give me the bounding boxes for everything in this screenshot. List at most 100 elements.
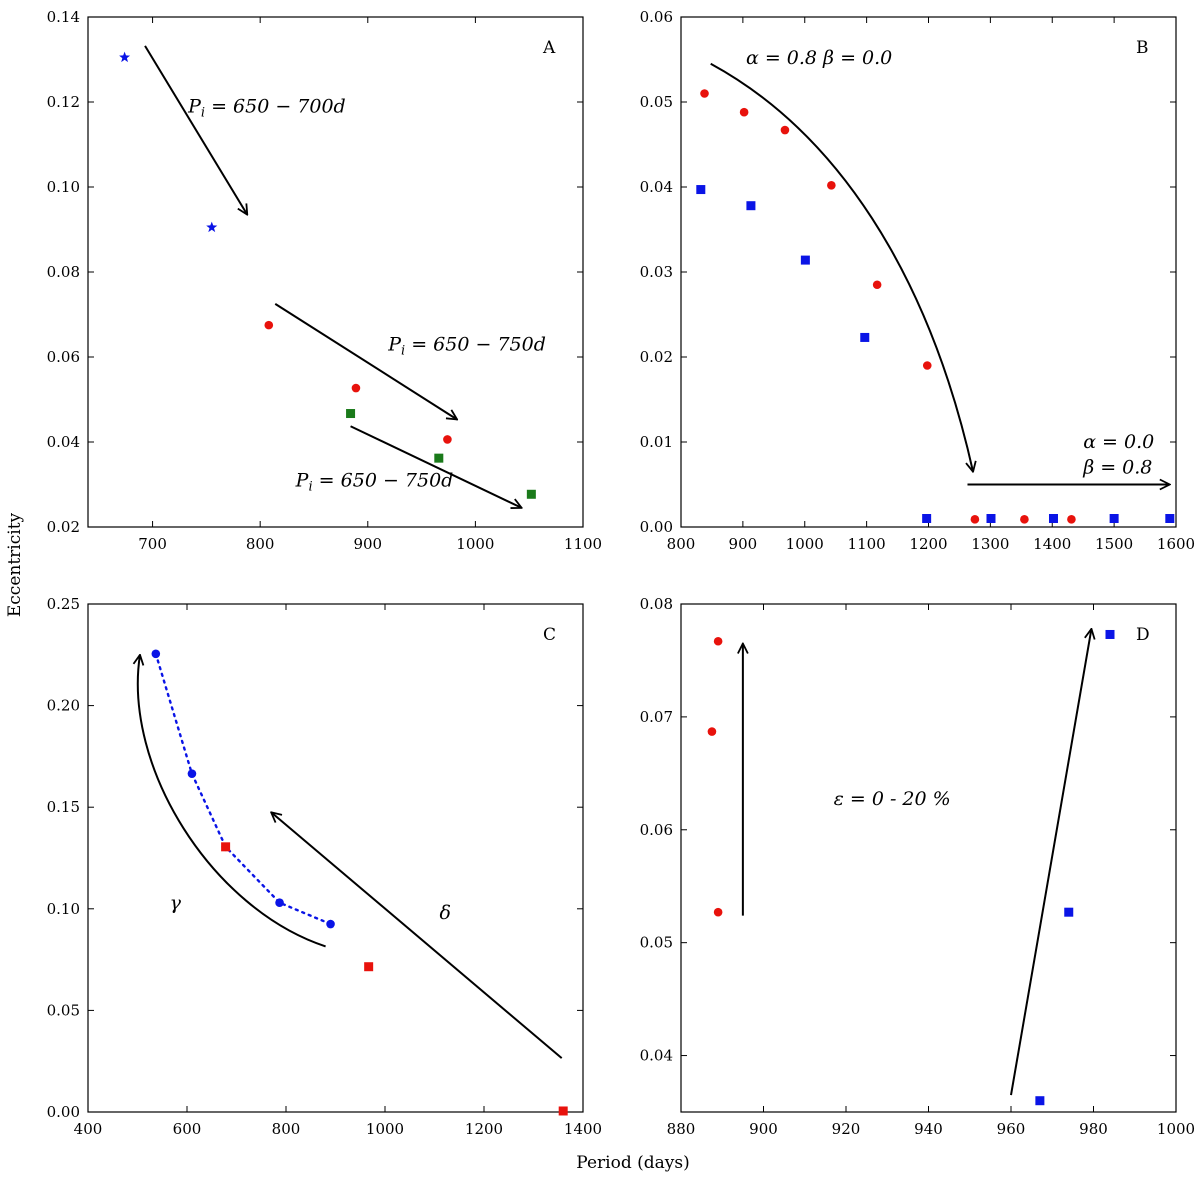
data-point-red-circle	[713, 636, 723, 646]
x-tick-label: 1200	[465, 1120, 503, 1138]
plot-frame	[87, 603, 584, 1113]
x-tick-label: 1600	[1157, 535, 1195, 553]
panel-a: 700 800 900 1000 1100 0.02 0.04 0.06 0.08 0.10 0.1…	[47, 8, 603, 553]
x-tick-label: 800	[272, 1120, 301, 1138]
x-tick-label: 1000	[366, 1120, 404, 1138]
data-point-red-circle	[922, 361, 932, 370]
x-axis-title: Period (days)	[576, 1153, 689, 1173]
data-point-blue-square	[860, 332, 870, 342]
x-tick-label: 1000	[456, 535, 494, 553]
x-tick-label: 1000	[1157, 1120, 1195, 1138]
annotation-text: α = 0.0	[1083, 431, 1154, 453]
data-point-blue-square	[1105, 629, 1115, 639]
panel-label: A	[542, 38, 556, 58]
x-tick-label: 1100	[848, 535, 886, 553]
data-point-red-circle	[1067, 515, 1076, 524]
y-tick-label: 0.02	[640, 348, 673, 366]
data-point-red-square	[221, 842, 231, 852]
data-point-blue-square	[1165, 514, 1175, 523]
data-point-red-square	[558, 1106, 568, 1116]
y-tick-label: 0.08	[640, 595, 673, 613]
data-point-red-circle	[700, 89, 709, 98]
y-tick-label: 0.15	[47, 798, 80, 816]
y-tick-label: 0.14	[47, 8, 80, 26]
y-tick-label: 0.05	[47, 1001, 80, 1019]
x-tick-label: 900	[729, 535, 758, 553]
data-point-blue-circle	[275, 898, 284, 908]
panel-label: B	[1136, 38, 1149, 58]
data-point-blue-square	[1035, 1096, 1045, 1106]
y-tick-label: 0.25	[47, 595, 80, 613]
y-tick-label: 0.10	[47, 900, 80, 918]
y-tick-label: 0.12	[47, 93, 80, 111]
data-point-blue-square	[800, 255, 810, 265]
x-tick-label: 980	[1079, 1120, 1108, 1138]
x-tick-label: 1400	[564, 1120, 602, 1138]
data-point-blue-square	[1109, 514, 1119, 523]
x-tick-label: 900	[353, 535, 382, 553]
data-point-blue-circle	[326, 919, 335, 929]
data-point-blue-square	[922, 514, 932, 523]
y-tick-label: 0.04	[640, 178, 673, 196]
x-tick-label: 400	[74, 1120, 103, 1138]
y-tick-label: 0.08	[47, 263, 80, 281]
x-tick-label: 900	[749, 1120, 778, 1138]
data-point-blue-star	[206, 221, 218, 233]
y-tick-label: 0.04	[47, 433, 80, 451]
data-point-blue-circle	[151, 649, 161, 659]
panel-label: D	[1136, 625, 1150, 645]
data-point-red-circle	[827, 181, 836, 190]
y-tick-label: 0.02	[47, 518, 80, 536]
x-tick-label: 600	[173, 1120, 202, 1138]
y-tick-label: 0.03	[640, 263, 673, 281]
x-tick-label: 800	[246, 535, 275, 553]
data-point-blue-square	[1048, 514, 1058, 523]
x-tick-label: 880	[667, 1120, 696, 1138]
x-tick-label: 920	[832, 1120, 861, 1138]
data-point-blue-star	[119, 51, 131, 63]
plot-frame	[87, 16, 584, 528]
data-point-blue-square	[746, 201, 756, 211]
y-tick-label: 0.01	[640, 433, 673, 451]
y-tick-label: 0.06	[640, 8, 673, 26]
x-tick-label: 1400	[1033, 535, 1071, 553]
data-point-red-circle	[707, 727, 717, 736]
panel-d: 880 900 920 940 960 980 1000 0.04 0.05 0.06 0.07 0.…	[640, 595, 1196, 1138]
data-point-red-circle	[264, 320, 274, 330]
data-point-red-circle	[739, 107, 749, 117]
y-tick-label: 0.05	[640, 934, 673, 952]
annotation-text: δ	[439, 902, 450, 924]
data-point-blue-square	[696, 185, 706, 195]
series-0-line	[154, 652, 332, 926]
x-tick-label: 1000	[786, 535, 824, 553]
annotation-arrow	[138, 655, 326, 948]
plot-frame	[680, 603, 1177, 1113]
data-point-red-circle	[1020, 515, 1029, 524]
x-tick-label: 1300	[971, 535, 1009, 553]
y-tick-label: 0.06	[640, 821, 673, 839]
annotation-text: β = 0.8	[1082, 456, 1152, 478]
data-point-red-circle	[713, 907, 723, 917]
data-point-green-square	[526, 489, 536, 499]
y-tick-label: 0.00	[47, 1103, 80, 1121]
annotation-text: γ	[170, 892, 182, 914]
x-tick-label: 1100	[564, 535, 602, 553]
panel-label: C	[543, 625, 556, 645]
y-tick-label: 0.06	[47, 348, 80, 366]
panel-c: 400 600 800 1000 1200 1400 0.00 0.05 0.10 0.15 0.2…	[47, 595, 603, 1138]
data-point-red-circle	[443, 435, 452, 444]
x-tick-label: 800	[667, 535, 696, 553]
x-tick-label: 1200	[909, 535, 947, 553]
y-tick-label: 0.10	[47, 178, 80, 196]
annotation-arrow	[350, 425, 522, 508]
y-tick-label: 0.04	[640, 1047, 673, 1065]
data-point-green-square	[434, 453, 444, 463]
annotation-text: Pi = 650 − 700d	[187, 96, 346, 121]
x-tick-label: 940	[914, 1120, 943, 1138]
annotation-arrow	[710, 62, 973, 472]
x-tick-label: 960	[997, 1120, 1026, 1138]
y-tick-label: 0.20	[47, 697, 80, 715]
data-point-blue-square	[986, 514, 996, 523]
annotation-arrow	[271, 812, 563, 1059]
